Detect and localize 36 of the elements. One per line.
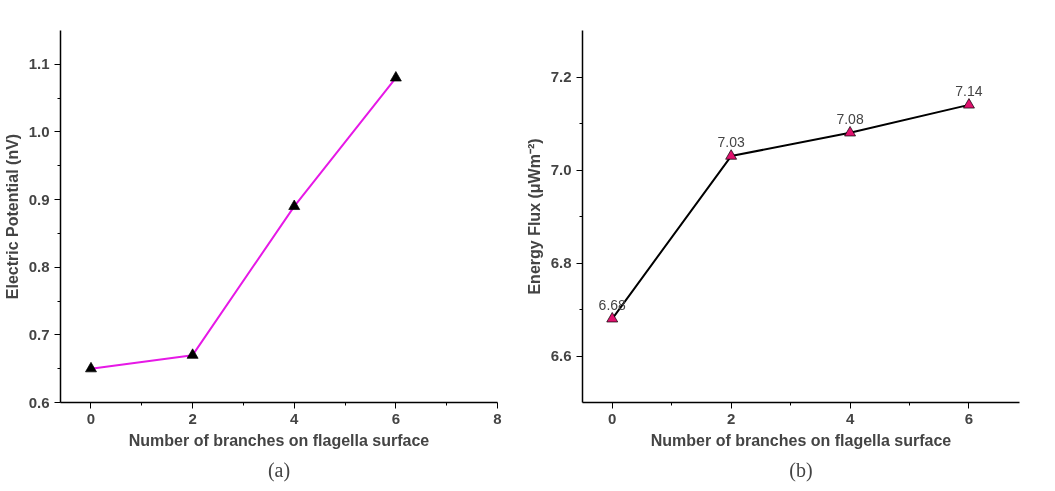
point — [85, 361, 97, 373]
y-axis-title: Energy Flux (μWm⁻²) — [525, 138, 543, 295]
x-axis-title: Number of branches on flagella surface — [650, 431, 952, 449]
data-label: 7.14 — [955, 82, 983, 99]
data-label: 7.03 — [717, 134, 745, 151]
x-tick-label: 2 — [188, 409, 197, 427]
x-tick-label: 6 — [964, 409, 974, 427]
x-tick-label: 0 — [86, 409, 96, 427]
y-tick-label: 7.0 — [550, 161, 572, 178]
x-tick-label: 0 — [608, 409, 617, 427]
point — [963, 98, 975, 109]
x-tick-label: 6 — [391, 409, 401, 427]
x-tick-label: 8 — [493, 409, 502, 427]
point — [725, 149, 737, 160]
y-tick-label: 1.1 — [28, 55, 50, 73]
text: (a) — [267, 458, 291, 482]
point — [288, 199, 301, 210]
x-tick-label: 2 — [726, 409, 736, 427]
point — [606, 312, 619, 323]
x-axis-title: Number of branches on flagella surface — [128, 431, 430, 449]
point — [186, 348, 199, 359]
point — [390, 71, 402, 82]
y-tick-label: 0.7 — [28, 325, 50, 343]
x-tick-label: 4 — [290, 409, 300, 427]
y-tick-label: 1.0 — [28, 122, 50, 140]
data-label: 7.08 — [836, 110, 864, 127]
y-tick-label: 6.6 — [550, 347, 572, 364]
point — [844, 126, 856, 137]
y-tick-label: 0.9 — [28, 190, 50, 208]
y-tick-label: 6.8 — [550, 254, 572, 271]
x-tick-label: 4 — [845, 409, 855, 427]
y-tick-label: 0.8 — [28, 258, 50, 276]
y-axis-title: Electric Potential (nV) — [3, 133, 21, 300]
y-tick-label: 0.6 — [28, 393, 50, 411]
text: (b) — [789, 458, 813, 482]
y-tick-label: 7.2 — [550, 68, 572, 85]
